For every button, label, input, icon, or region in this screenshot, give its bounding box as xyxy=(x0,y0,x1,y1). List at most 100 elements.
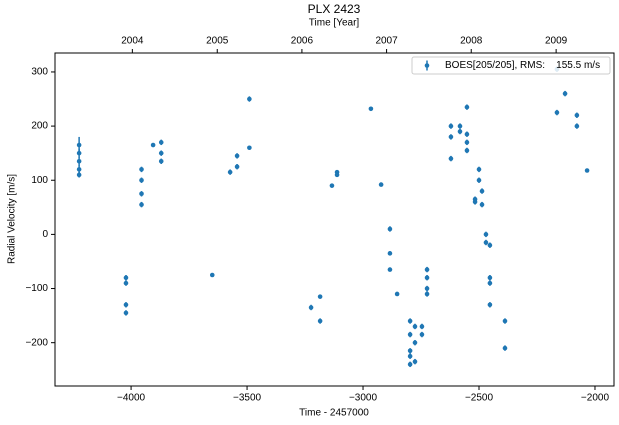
data-point xyxy=(387,267,393,272)
data-point xyxy=(424,267,430,272)
data-point xyxy=(502,318,508,324)
data-point xyxy=(407,332,413,337)
data-point xyxy=(479,202,485,207)
data-point xyxy=(464,148,470,153)
data-point xyxy=(76,150,82,156)
x-tick-label: −2500 xyxy=(465,393,494,404)
data-point xyxy=(424,286,430,291)
top-tick-label: 2007 xyxy=(375,36,398,47)
data-point xyxy=(424,291,430,297)
y-tick-label: −100 xyxy=(25,283,48,294)
data-point xyxy=(234,153,240,159)
data-point xyxy=(464,140,470,145)
data-point xyxy=(574,123,580,129)
data-point xyxy=(407,348,413,354)
x-tick-label: −4000 xyxy=(117,393,146,404)
top-tick-label: 2005 xyxy=(206,36,229,47)
data-point xyxy=(387,226,393,232)
y-tick-label: 100 xyxy=(31,175,48,186)
data-point xyxy=(150,142,156,148)
data-point xyxy=(317,318,323,324)
y-tick-label: 200 xyxy=(31,121,48,132)
data-point xyxy=(448,134,454,140)
data-point xyxy=(158,158,164,164)
data-point xyxy=(407,362,413,367)
data-point xyxy=(502,345,508,351)
data-point xyxy=(479,188,485,194)
x-axis-label: Time - 2457000 xyxy=(299,408,369,419)
data-point xyxy=(457,129,463,134)
y-tick-label: −200 xyxy=(25,337,48,348)
data-point xyxy=(457,123,463,129)
data-point xyxy=(158,140,164,145)
chart-title: PLX 2423 xyxy=(308,2,361,16)
data-point xyxy=(584,168,590,173)
data-point xyxy=(76,158,82,164)
data-point xyxy=(139,167,144,172)
legend-box xyxy=(411,56,611,75)
data-point xyxy=(378,182,384,187)
data-point xyxy=(407,353,413,359)
data-point xyxy=(472,196,478,202)
top-axis-label: Time [Year] xyxy=(309,18,360,29)
data-point xyxy=(483,240,489,245)
top-tick-label: 2006 xyxy=(291,36,314,47)
legend-marker xyxy=(424,63,430,68)
data-point xyxy=(329,183,335,188)
data-point xyxy=(476,167,482,172)
data-point xyxy=(464,104,470,110)
data-point xyxy=(76,172,82,178)
data-point xyxy=(487,275,493,281)
data-point xyxy=(123,302,129,308)
data-point xyxy=(476,177,482,183)
data-point xyxy=(334,172,340,178)
data-point xyxy=(419,332,425,337)
data-point xyxy=(368,106,374,112)
data-point xyxy=(412,359,418,364)
y-tick-label: 300 xyxy=(31,67,48,78)
x-tick-label: −3000 xyxy=(349,393,378,404)
x-tick-label: −3500 xyxy=(233,393,262,404)
data-point xyxy=(234,164,240,170)
data-point xyxy=(123,280,129,286)
data-point xyxy=(554,110,560,115)
data-point xyxy=(227,169,233,175)
data-point xyxy=(139,191,144,197)
data-point xyxy=(76,142,82,148)
data-point xyxy=(394,291,400,297)
data-point xyxy=(308,305,314,310)
data-point xyxy=(487,280,493,286)
data-point xyxy=(412,340,418,345)
x-tick-label: −2000 xyxy=(581,393,610,404)
top-tick-label: 2004 xyxy=(121,36,144,47)
legend-label: BOES[205/205], RMS: 155.5 m/s xyxy=(445,60,600,71)
data-point xyxy=(562,91,568,96)
data-point xyxy=(247,145,252,151)
data-point xyxy=(448,156,454,161)
data-point xyxy=(209,272,215,278)
data-point xyxy=(487,242,493,248)
top-tick-label: 2008 xyxy=(460,36,483,47)
y-axis-label: Radial Velocity [m/s] xyxy=(7,174,18,264)
data-point xyxy=(158,150,164,156)
data-point xyxy=(123,310,129,316)
data-point xyxy=(483,232,489,237)
data-point xyxy=(424,275,430,281)
data-point xyxy=(247,96,252,102)
data-point xyxy=(419,324,425,329)
data-point xyxy=(317,294,323,299)
y-tick-label: 0 xyxy=(42,229,48,240)
data-point xyxy=(123,275,129,281)
data-point xyxy=(448,123,454,129)
data-point xyxy=(574,112,580,118)
top-tick-label: 2009 xyxy=(545,36,568,47)
data-point xyxy=(412,324,418,329)
plot-frame xyxy=(54,52,615,387)
data-point xyxy=(139,177,144,183)
data-point xyxy=(487,302,493,308)
data-point xyxy=(387,251,393,256)
data-point xyxy=(139,202,144,207)
data-point xyxy=(76,167,82,172)
data-point xyxy=(407,318,413,324)
